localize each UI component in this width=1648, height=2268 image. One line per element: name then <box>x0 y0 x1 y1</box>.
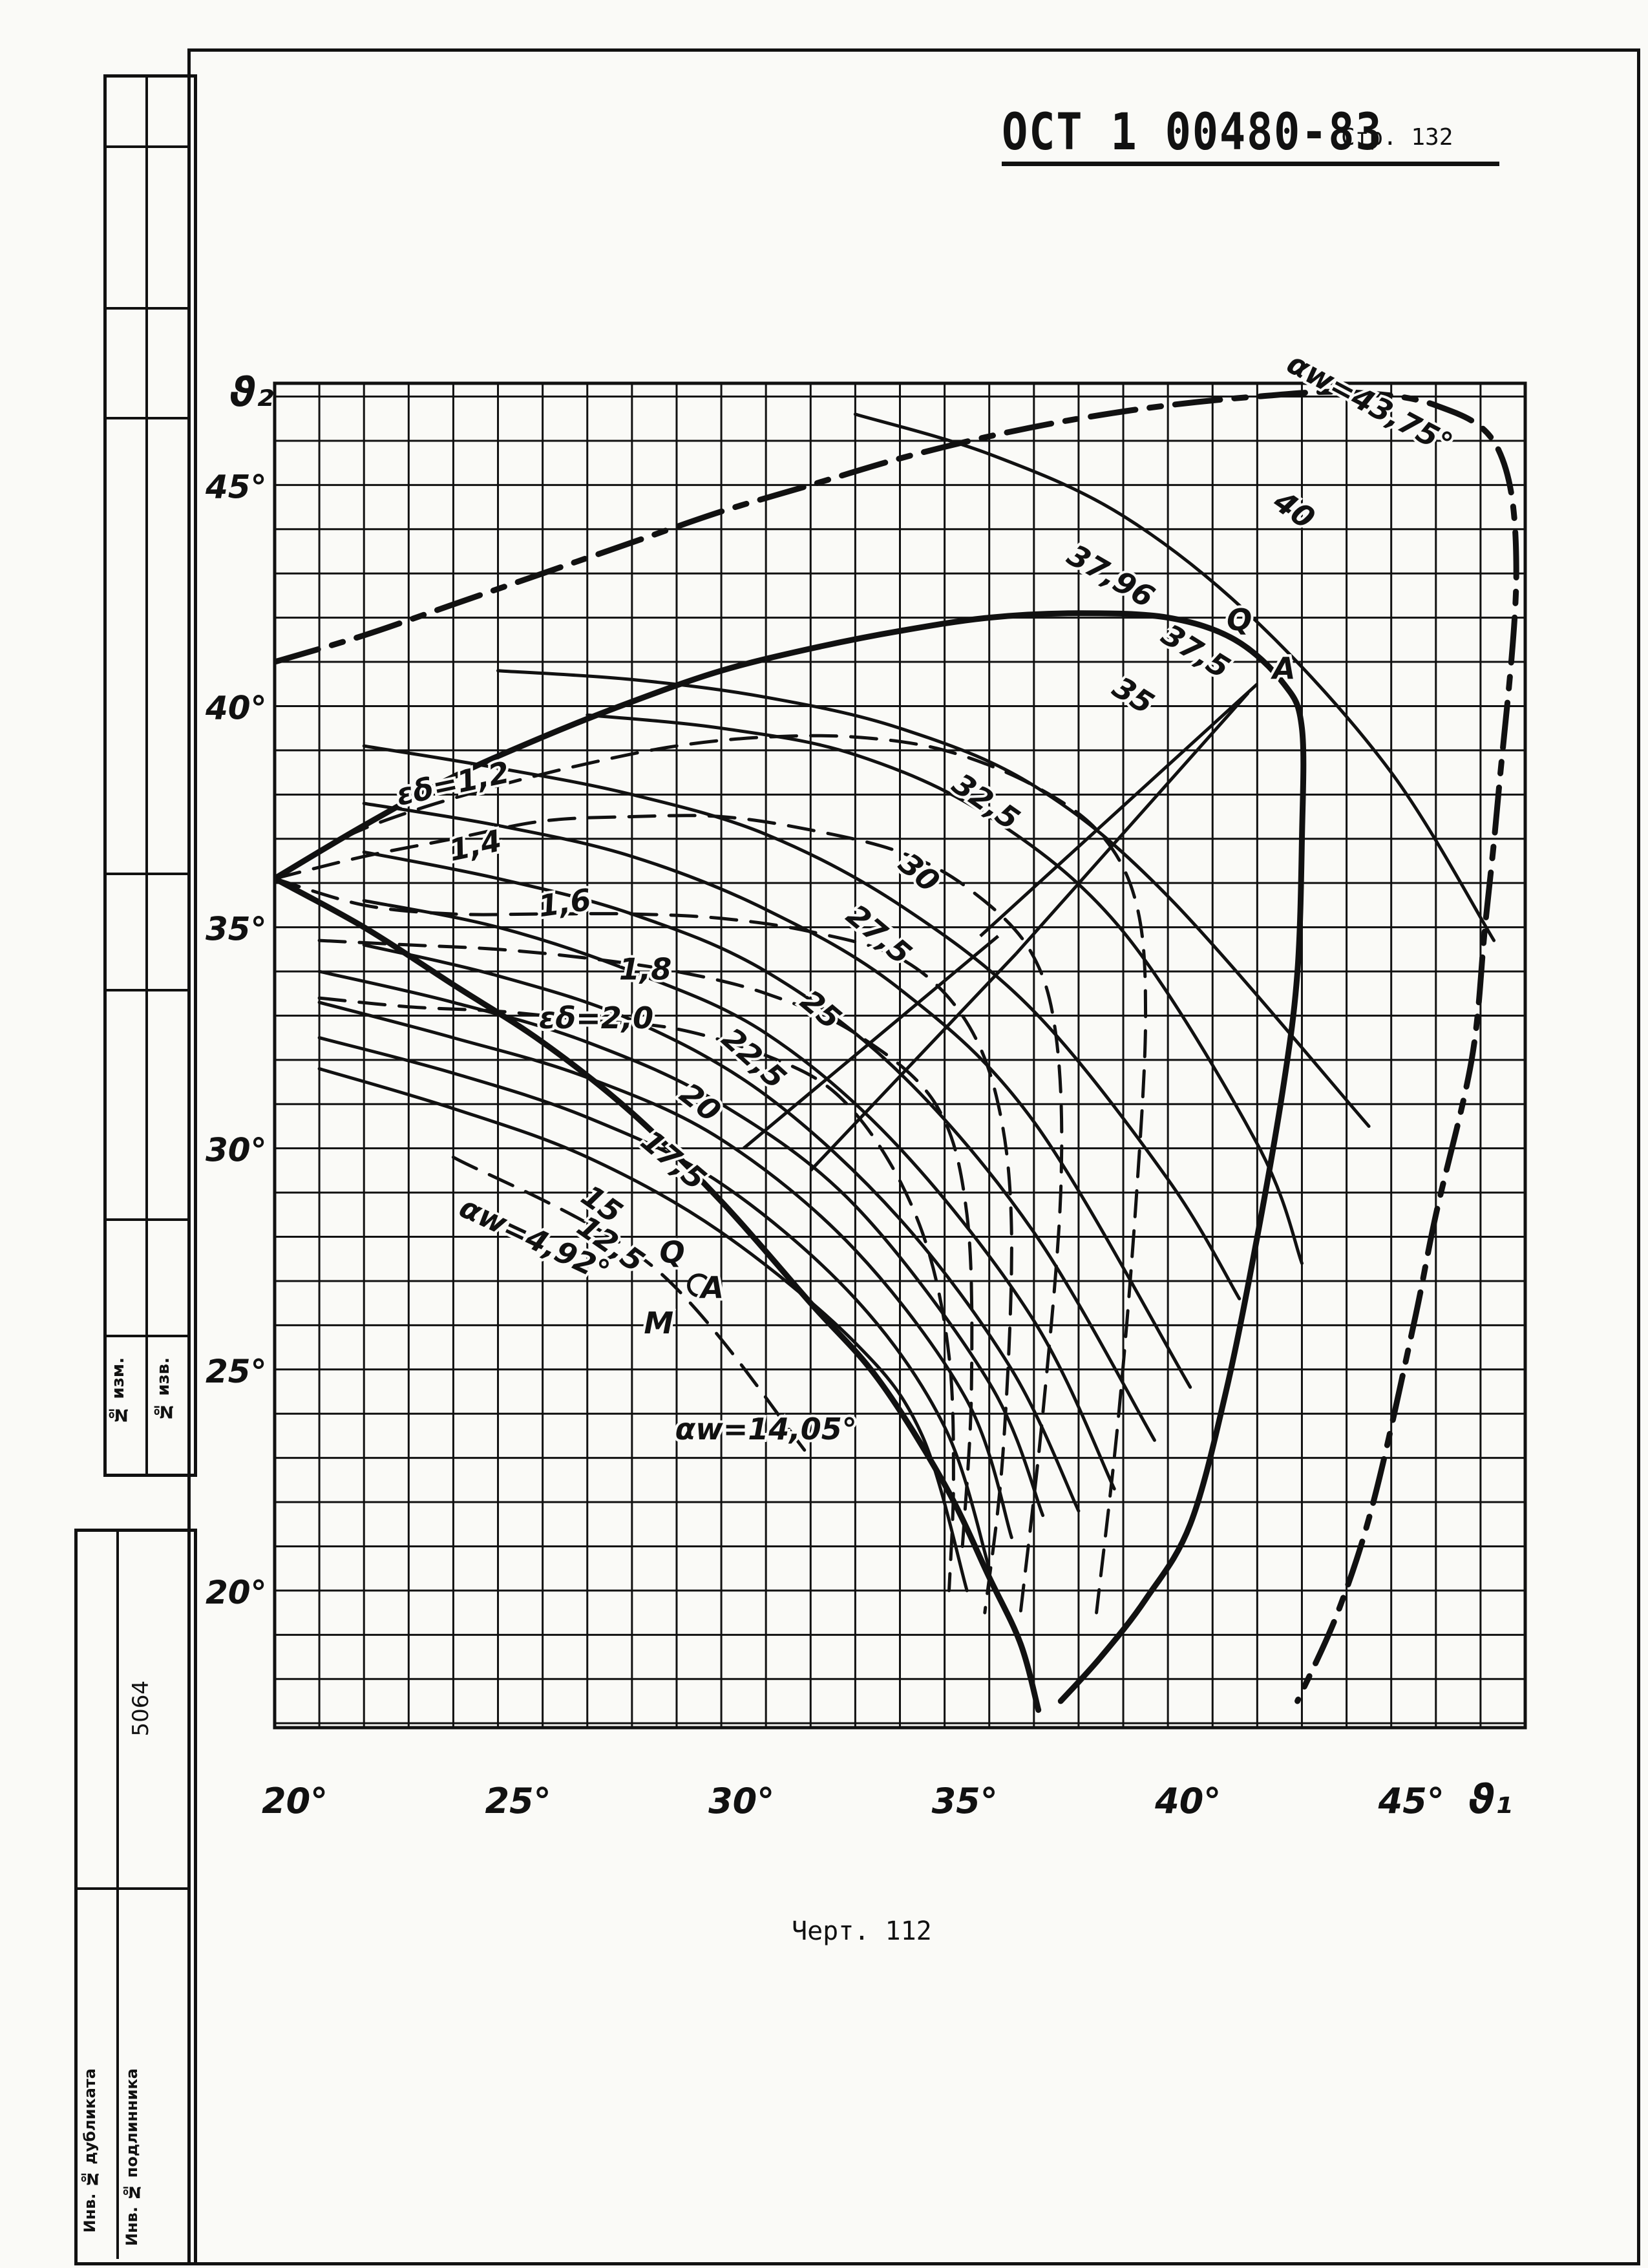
y-tick-label: 45° <box>205 468 267 505</box>
x-axis-ticks: 20° 25° 30° 35° 40° 45° <box>262 1781 1444 1821</box>
y-tick-label: 30° <box>206 1132 267 1169</box>
series-line <box>496 669 1371 1128</box>
curve-label: Q <box>659 1235 684 1269</box>
x-tick-label: 20° <box>262 1781 328 1821</box>
series-line <box>275 734 1148 1615</box>
curve-label: A <box>699 1270 724 1305</box>
series-line <box>362 850 1156 1442</box>
stamp-column-lower <box>74 1529 197 2265</box>
curve-label: εδ=2,0 <box>539 1001 653 1035</box>
curve-label: 37,96 <box>1062 537 1161 615</box>
curve-label: Q <box>1227 602 1252 637</box>
curve-label: 40 <box>1267 483 1321 536</box>
standard-code: ОСТ 1 00480-83 <box>1002 103 1383 162</box>
curve-label: 22,5 <box>715 1021 793 1096</box>
curve-label: 1,4 <box>446 823 505 868</box>
y-tick-label: 35° <box>206 911 267 948</box>
stamp-divider <box>103 1335 191 1337</box>
stamp-divider <box>103 1218 191 1221</box>
series-line <box>317 996 955 1593</box>
series-line <box>317 970 1045 1518</box>
series-line <box>317 1001 1013 1540</box>
y-tick-label: 20° <box>206 1574 267 1611</box>
curve-label: 25 <box>794 983 848 1037</box>
figure-caption: Черт. 112 <box>792 1916 932 1946</box>
x-tick-label: 40° <box>1154 1781 1221 1821</box>
stamp-divider <box>145 74 148 1474</box>
stamp-divider <box>103 307 191 310</box>
series-line <box>362 899 1116 1490</box>
x-tick-label: 30° <box>708 1781 774 1821</box>
series-line <box>275 388 1519 1704</box>
series-line <box>317 938 974 1548</box>
series-line <box>362 744 1241 1300</box>
series-line <box>317 1067 969 1593</box>
chart-grid <box>273 383 1527 1728</box>
x-tick-label: 25° <box>485 1781 551 1821</box>
series-line <box>586 713 1304 1266</box>
stamp-column-upper <box>103 74 197 1477</box>
plot-border <box>273 381 1527 1730</box>
construction-lines <box>742 683 1259 1172</box>
document-header: ОСТ 1 00480-83 Стр. 132 <box>1002 103 1499 166</box>
marker-point-m <box>687 1273 712 1298</box>
stamp-divider <box>116 1529 119 2259</box>
page-label: Стр. 132 <box>1341 124 1453 151</box>
curve-label: αw=14,05° <box>675 1412 857 1447</box>
construction-line <box>1015 692 1250 955</box>
x-tick-label: 45° <box>1378 1781 1444 1821</box>
series-line <box>275 875 1042 1713</box>
curve-label: A <box>1271 651 1296 686</box>
curve-label: 1,6 <box>536 882 593 924</box>
sheet-frame <box>187 48 1640 2265</box>
series-line <box>853 412 1496 942</box>
series-line <box>317 1036 991 1571</box>
chart-curves <box>275 388 1519 1713</box>
series-line <box>451 1155 812 1460</box>
stamp-divider <box>74 1887 191 1890</box>
stamp-divider <box>103 873 191 875</box>
y-axis-ticks: 20° 25° 30° 35° 40° 45° <box>205 468 267 1611</box>
curve-label: M <box>644 1306 673 1341</box>
series-line <box>362 943 1081 1513</box>
series-line <box>362 801 1192 1389</box>
x-axis-label: ϑ₁ <box>1468 1775 1512 1823</box>
y-tick-label: 40° <box>205 689 267 726</box>
y-axis-label: ϑ₂ <box>229 368 273 416</box>
construction-line <box>979 683 1259 938</box>
stamp-divider <box>103 417 191 419</box>
stamp-divider <box>103 989 191 991</box>
construction-line <box>742 935 1000 1150</box>
curve-label: 1,8 <box>619 952 672 987</box>
y-tick-label: 25° <box>206 1353 267 1390</box>
construction-line <box>809 952 1018 1172</box>
curve-label: 35 <box>1106 670 1160 721</box>
stamp-divider <box>103 145 191 148</box>
chart-markers <box>687 1273 712 1298</box>
x-tick-label: 35° <box>932 1781 998 1821</box>
